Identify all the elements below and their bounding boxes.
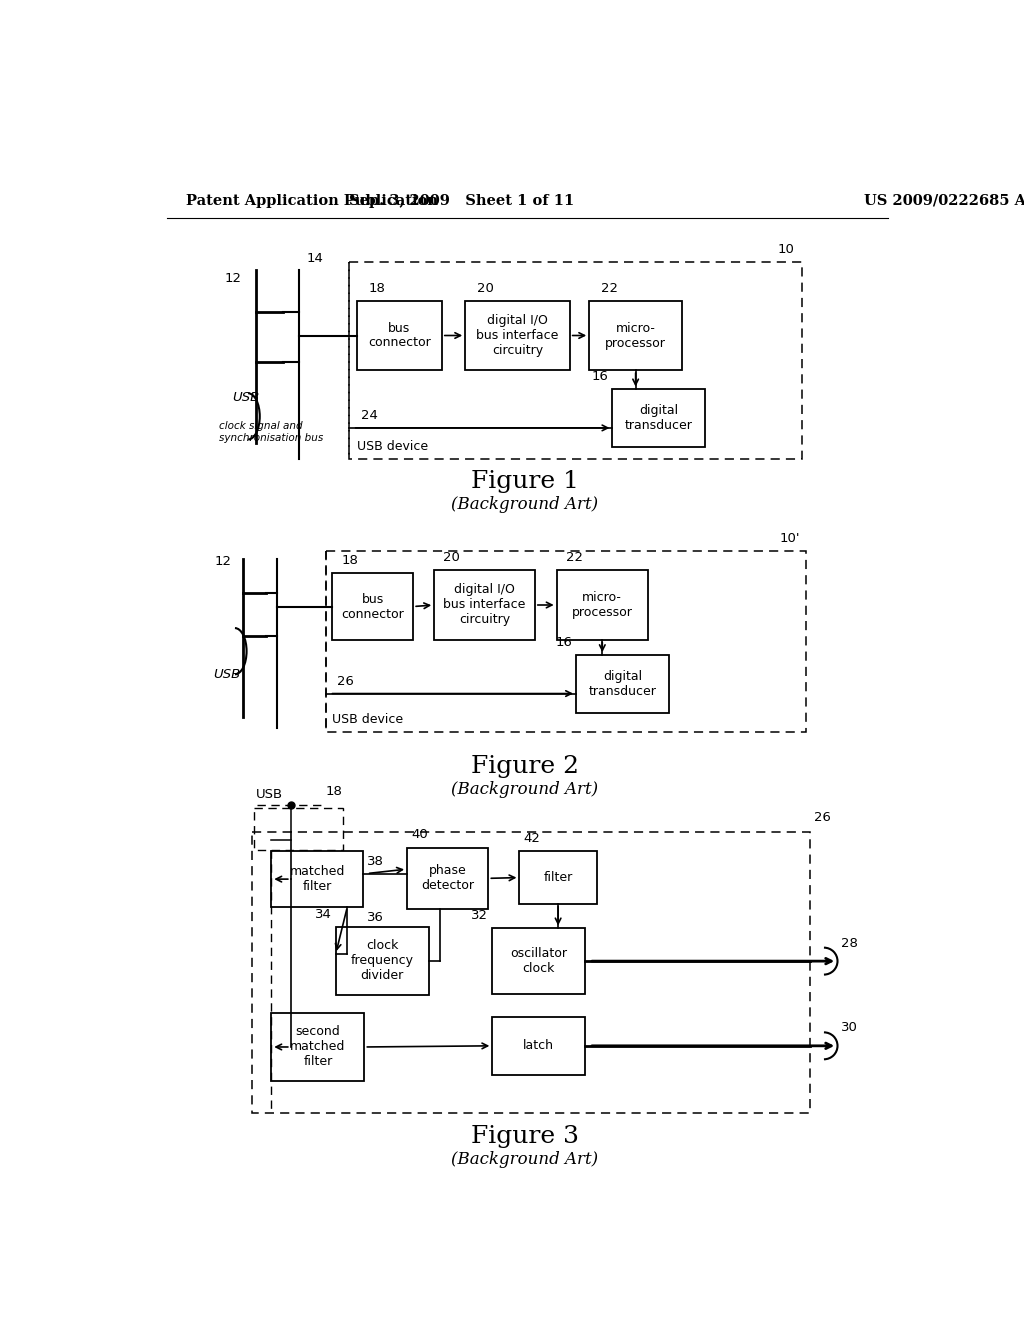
Text: 10': 10' [779, 532, 800, 545]
Text: USB: USB [213, 668, 241, 681]
Text: filter: filter [544, 871, 572, 884]
Text: matched
filter: matched filter [290, 865, 345, 894]
Text: micro-
processor: micro- processor [571, 591, 633, 619]
Text: Figure 1: Figure 1 [471, 470, 579, 494]
Bar [336, 927, 429, 995]
Bar [465, 301, 569, 370]
Text: clock signal and
synchronisation bus: clock signal and synchronisation bus [219, 421, 323, 442]
Text: latch: latch [523, 1039, 554, 1052]
Text: (Background Art): (Background Art) [452, 496, 598, 513]
Bar [589, 301, 682, 370]
Text: bus
connector: bus connector [341, 593, 403, 620]
Text: 42: 42 [523, 832, 540, 845]
Bar [271, 1014, 365, 1081]
Text: micro-
processor: micro- processor [605, 322, 666, 350]
Text: 30: 30 [841, 1022, 858, 1035]
Text: Patent Application Publication: Patent Application Publication [186, 194, 438, 207]
Bar [332, 573, 414, 640]
Bar [356, 301, 442, 370]
Text: 18: 18 [341, 553, 358, 566]
Text: 22: 22 [601, 281, 617, 294]
Bar [254, 808, 343, 850]
Bar [271, 851, 362, 907]
Text: 14: 14 [306, 252, 324, 264]
Text: 38: 38 [367, 855, 384, 869]
Bar [493, 1016, 586, 1074]
Text: 22: 22 [566, 552, 583, 564]
Text: 16: 16 [592, 370, 608, 383]
Bar [575, 655, 669, 713]
Bar [407, 847, 488, 909]
Text: 36: 36 [367, 911, 384, 924]
Text: digital
transducer: digital transducer [625, 404, 693, 432]
Text: Sep. 3, 2009   Sheet 1 of 11: Sep. 3, 2009 Sheet 1 of 11 [348, 194, 573, 207]
Text: 20: 20 [477, 281, 494, 294]
Text: USB device: USB device [332, 713, 403, 726]
Text: 12: 12 [225, 272, 242, 285]
Text: 26: 26 [814, 812, 830, 825]
Text: (Background Art): (Background Art) [452, 1151, 598, 1168]
Bar [349, 263, 802, 459]
Text: clock
frequency
divider: clock frequency divider [350, 940, 414, 982]
Text: Figure 2: Figure 2 [471, 755, 579, 779]
Text: oscillator
clock: oscillator clock [510, 948, 567, 975]
Bar [612, 389, 706, 447]
Text: bus
connector: bus connector [368, 322, 431, 350]
Text: 18: 18 [369, 281, 385, 294]
Bar [519, 851, 597, 904]
Text: 24: 24 [360, 409, 378, 422]
Text: 12: 12 [214, 554, 231, 568]
Bar [326, 552, 806, 733]
Text: digital
transducer: digital transducer [589, 671, 656, 698]
Bar [434, 570, 535, 640]
Text: USB: USB [232, 391, 260, 404]
Text: 40: 40 [411, 829, 428, 841]
Text: 34: 34 [315, 908, 332, 921]
Text: 16: 16 [555, 636, 572, 649]
Text: Figure 3: Figure 3 [471, 1125, 579, 1148]
Text: US 2009/0222685 A1: US 2009/0222685 A1 [864, 194, 1024, 207]
Text: 20: 20 [443, 552, 461, 564]
Text: second
matched
filter: second matched filter [290, 1026, 345, 1068]
Text: 18: 18 [326, 785, 342, 799]
Text: USB device: USB device [356, 440, 428, 453]
Text: phase
detector: phase detector [421, 865, 474, 892]
Text: digital I/O
bus interface
circuitry: digital I/O bus interface circuitry [476, 314, 559, 356]
Text: digital I/O
bus interface
circuitry: digital I/O bus interface circuitry [443, 583, 525, 627]
Text: (Background Art): (Background Art) [452, 781, 598, 799]
Bar [252, 832, 810, 1113]
Text: 32: 32 [471, 909, 488, 923]
Text: 10: 10 [777, 243, 795, 256]
Text: 28: 28 [841, 937, 858, 949]
Text: 26: 26 [337, 675, 354, 688]
Bar [493, 928, 586, 994]
Bar [557, 570, 648, 640]
Text: USB: USB [256, 788, 283, 801]
